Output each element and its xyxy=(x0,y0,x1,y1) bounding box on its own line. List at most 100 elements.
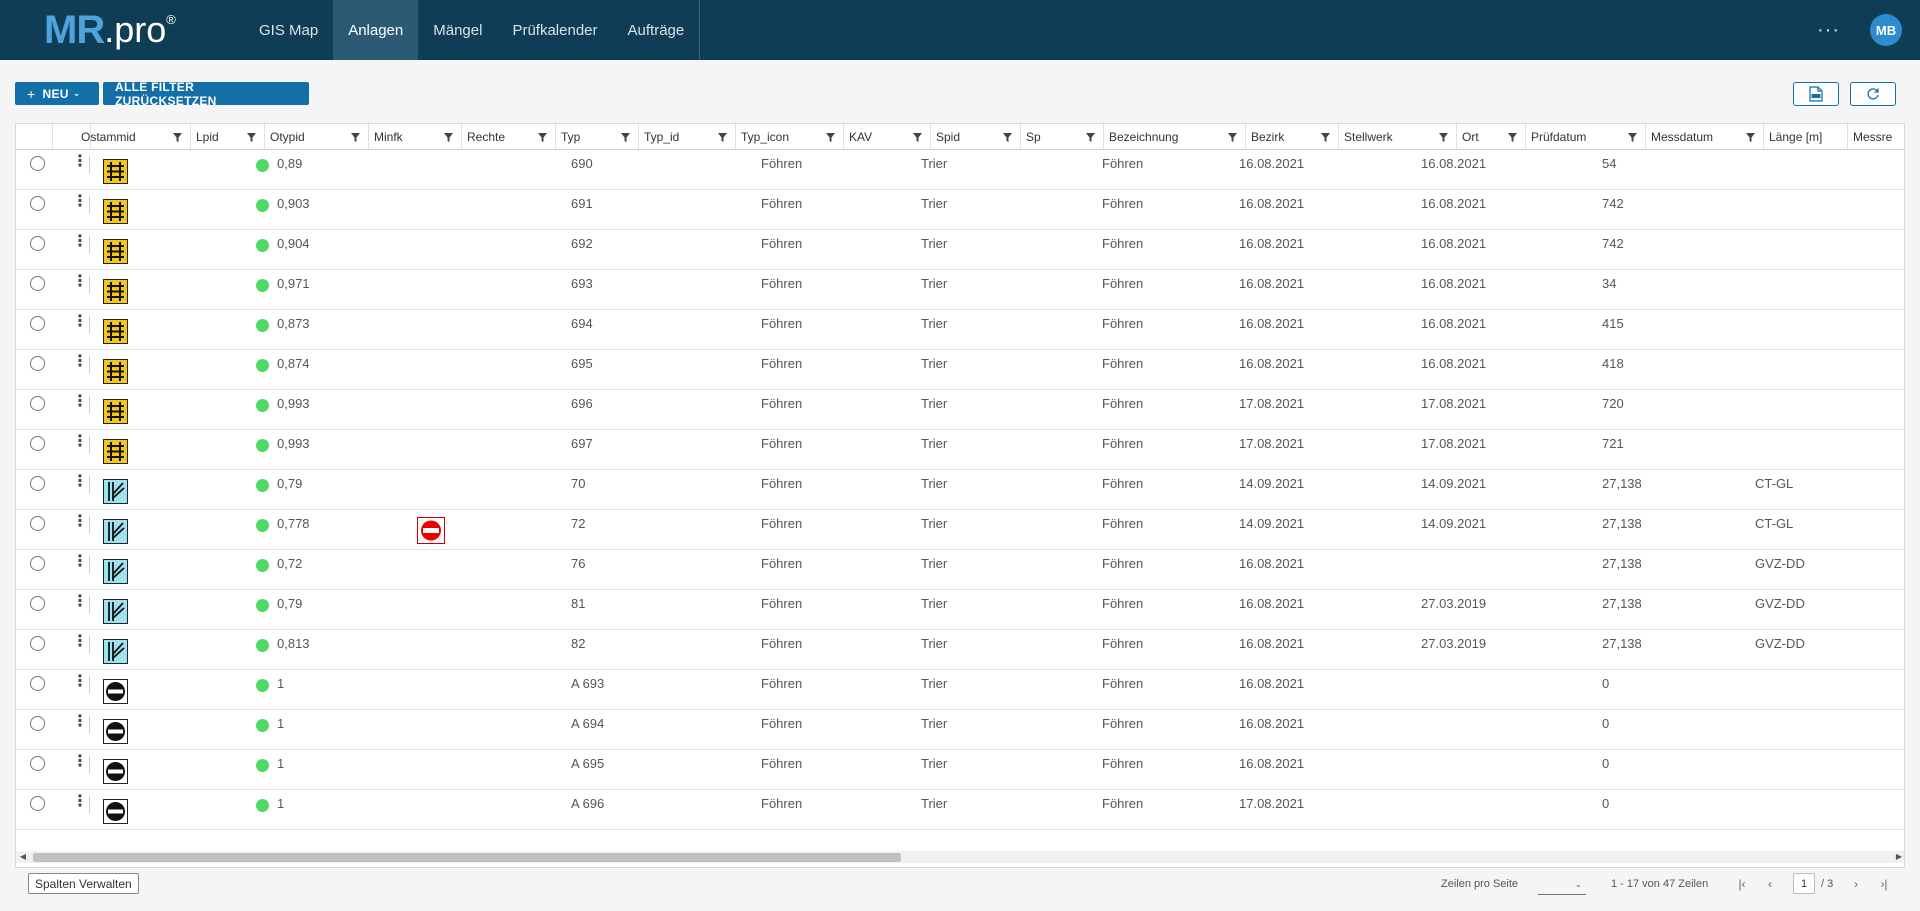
row-select-radio[interactable] xyxy=(30,636,45,651)
last-page-icon[interactable]: ›| xyxy=(1880,876,1888,891)
filter-icon[interactable] xyxy=(718,133,727,142)
row-select-radio[interactable] xyxy=(30,716,45,731)
manage-columns-button[interactable]: Spalten Verwalten xyxy=(28,873,139,894)
first-page-icon[interactable]: |‹ xyxy=(1738,876,1746,891)
scroll-right-icon[interactable]: ▶ xyxy=(1895,852,1903,861)
row-select-radio[interactable] xyxy=(30,556,45,571)
filter-icon[interactable] xyxy=(913,133,922,142)
new-button[interactable]: + NEU ⌄ xyxy=(15,82,99,105)
filter-icon[interactable] xyxy=(1439,133,1448,142)
table-row[interactable]: ⋮ 1 A 696 Föhren Trier Föhren 17.08.2021 0 xyxy=(16,790,1904,830)
column-header[interactable]: Ort xyxy=(1457,124,1526,150)
row-menu-icon[interactable]: ⋮ xyxy=(72,233,88,250)
filter-icon[interactable] xyxy=(444,133,453,142)
table-row[interactable]: ⋮ 1 A 694 Föhren Trier Föhren 16.08.2021 0 xyxy=(16,710,1904,750)
filter-icon[interactable] xyxy=(621,133,630,142)
table-row[interactable]: ⋮ 0,72 76 Föhren Trier Föhren 16.08.2021 27,138… xyxy=(16,550,1904,590)
next-page-icon[interactable]: › xyxy=(1854,876,1858,891)
row-menu-icon[interactable]: ⋮ xyxy=(72,713,88,730)
table-row[interactable]: ⋮ 0,873 694 Föhren Trier Föhren 16.08.2021 16.0… xyxy=(16,310,1904,350)
scrollbar-thumb[interactable] xyxy=(33,853,901,862)
table-row[interactable]: ⋮ 0,993 696 Föhren Trier Föhren 17.08.2021 17.0… xyxy=(16,390,1904,430)
table-row[interactable]: ⋮ 0,89 690 Föhren Trier Föhren 16.08.2021 16.08… xyxy=(16,150,1904,190)
column-header[interactable]: Typ_icon xyxy=(736,124,844,150)
row-menu-icon[interactable]: ⋮ xyxy=(72,633,88,650)
filter-icon[interactable] xyxy=(351,133,360,142)
table-row[interactable]: ⋮ 1 A 693 Föhren Trier Föhren 16.08.2021 0 xyxy=(16,670,1904,710)
row-menu-icon[interactable]: ⋮ xyxy=(72,473,88,490)
row-select-radio[interactable] xyxy=(30,156,45,171)
column-header[interactable]: Minfk xyxy=(369,124,462,150)
row-select-radio[interactable] xyxy=(30,476,45,491)
filter-icon[interactable] xyxy=(1321,133,1330,142)
previous-page-icon[interactable]: ‹ xyxy=(1768,876,1772,891)
table-row[interactable]: ⋮ 1 A 695 Föhren Trier Föhren 16.08.2021 0 xyxy=(16,750,1904,790)
table-row[interactable]: ⋮ 0,778 72 Föhren Trier Föhren 14.09.2021 14.09… xyxy=(16,510,1904,550)
column-header[interactable]: Stellwerk xyxy=(1339,124,1457,150)
pdf-export-button[interactable] xyxy=(1793,82,1839,106)
row-menu-icon[interactable]: ⋮ xyxy=(72,793,88,810)
row-menu-icon[interactable]: ⋮ xyxy=(72,393,88,410)
row-select-radio[interactable] xyxy=(30,356,45,371)
table-row[interactable]: ⋮ 0,993 697 Föhren Trier Föhren 17.08.2021 17.0… xyxy=(16,430,1904,470)
table-row[interactable]: ⋮ 0,903 691 Föhren Trier Föhren 16.08.2021 16.0… xyxy=(16,190,1904,230)
more-menu-icon[interactable]: ··· xyxy=(1817,18,1840,41)
column-header[interactable]: Bezeichnung xyxy=(1104,124,1246,150)
refresh-button[interactable] xyxy=(1850,82,1896,106)
row-menu-icon[interactable]: ⋮ xyxy=(72,553,88,570)
column-header[interactable]: Prüfdatum xyxy=(1526,124,1646,150)
row-select-radio[interactable] xyxy=(30,596,45,611)
nav-item-gis-map[interactable]: GIS Map xyxy=(259,21,319,39)
row-menu-icon[interactable]: ⋮ xyxy=(72,353,88,370)
filter-icon[interactable] xyxy=(1003,133,1012,142)
row-select-radio[interactable] xyxy=(30,756,45,771)
row-select-radio[interactable] xyxy=(30,196,45,211)
filter-icon[interactable] xyxy=(173,133,182,142)
row-select-radio[interactable] xyxy=(30,436,45,451)
row-menu-icon[interactable]: ⋮ xyxy=(72,513,88,530)
table-row[interactable]: ⋮ 0,79 81 Föhren Trier Föhren 16.08.2021 27.03.… xyxy=(16,590,1904,630)
filter-icon[interactable] xyxy=(247,133,256,142)
user-avatar[interactable]: MB xyxy=(1870,14,1902,46)
row-menu-icon[interactable]: ⋮ xyxy=(72,593,88,610)
nav-item-mängel[interactable]: Mängel xyxy=(433,21,483,39)
row-menu-icon[interactable]: ⋮ xyxy=(72,273,88,290)
column-header[interactable]: Bezirk xyxy=(1246,124,1339,150)
row-select-radio[interactable] xyxy=(30,676,45,691)
column-header[interactable]: Sp xyxy=(1021,124,1104,150)
table-row[interactable]: ⋮ 0,971 693 Föhren Trier Föhren 16.08.2021 16.0… xyxy=(16,270,1904,310)
column-header[interactable]: Otypid xyxy=(265,124,369,150)
reset-filters-button[interactable]: ALLE FILTER ZURÜCKSETZEN xyxy=(103,80,309,108)
table-row[interactable]: ⋮ 0,874 695 Föhren Trier Föhren 16.08.2021 16.0… xyxy=(16,350,1904,390)
column-header[interactable]: Spid xyxy=(931,124,1021,150)
scroll-left-icon[interactable]: ◀ xyxy=(19,852,27,861)
row-menu-icon[interactable]: ⋮ xyxy=(72,673,88,690)
column-header[interactable]: Messre xyxy=(1848,124,1904,150)
table-row[interactable]: ⋮ 0,904 692 Föhren Trier Föhren 16.08.2021 16.0… xyxy=(16,230,1904,270)
filter-icon[interactable] xyxy=(1746,133,1755,142)
filter-icon[interactable] xyxy=(1086,133,1095,142)
table-row[interactable]: ⋮ 0,813 82 Föhren Trier Föhren 16.08.2021 27.03… xyxy=(16,630,1904,670)
nav-item-aufträge[interactable]: Aufträge xyxy=(627,21,685,39)
row-menu-icon[interactable]: ⋮ xyxy=(72,753,88,770)
row-menu-icon[interactable]: ⋮ xyxy=(72,313,88,330)
row-menu-icon[interactable]: ⋮ xyxy=(72,193,88,210)
page-input[interactable]: 1 xyxy=(1793,873,1815,894)
column-header[interactable]: Messdatum xyxy=(1646,124,1764,150)
row-menu-icon[interactable]: ⋮ xyxy=(72,433,88,450)
filter-icon[interactable] xyxy=(1628,133,1637,142)
column-header[interactable]: Rechte xyxy=(462,124,556,150)
column-header[interactable]: Ostammid xyxy=(76,124,191,150)
table-row[interactable]: ⋮ 0,79 70 Föhren Trier Föhren 14.09.2021 14.09.… xyxy=(16,470,1904,510)
row-select-radio[interactable] xyxy=(30,276,45,291)
filter-icon[interactable] xyxy=(826,133,835,142)
row-select-radio[interactable] xyxy=(30,236,45,251)
rows-per-page-select[interactable]: ⌄ xyxy=(1538,875,1586,895)
row-menu-icon[interactable]: ⋮ xyxy=(72,153,88,170)
app-logo[interactable]: MR .pro ® xyxy=(0,0,244,60)
nav-item-prüfkalender[interactable]: Prüfkalender xyxy=(512,21,598,39)
row-select-radio[interactable] xyxy=(30,316,45,331)
column-header[interactable]: Typ xyxy=(556,124,639,150)
row-select-radio[interactable] xyxy=(30,396,45,411)
filter-icon[interactable] xyxy=(538,133,547,142)
